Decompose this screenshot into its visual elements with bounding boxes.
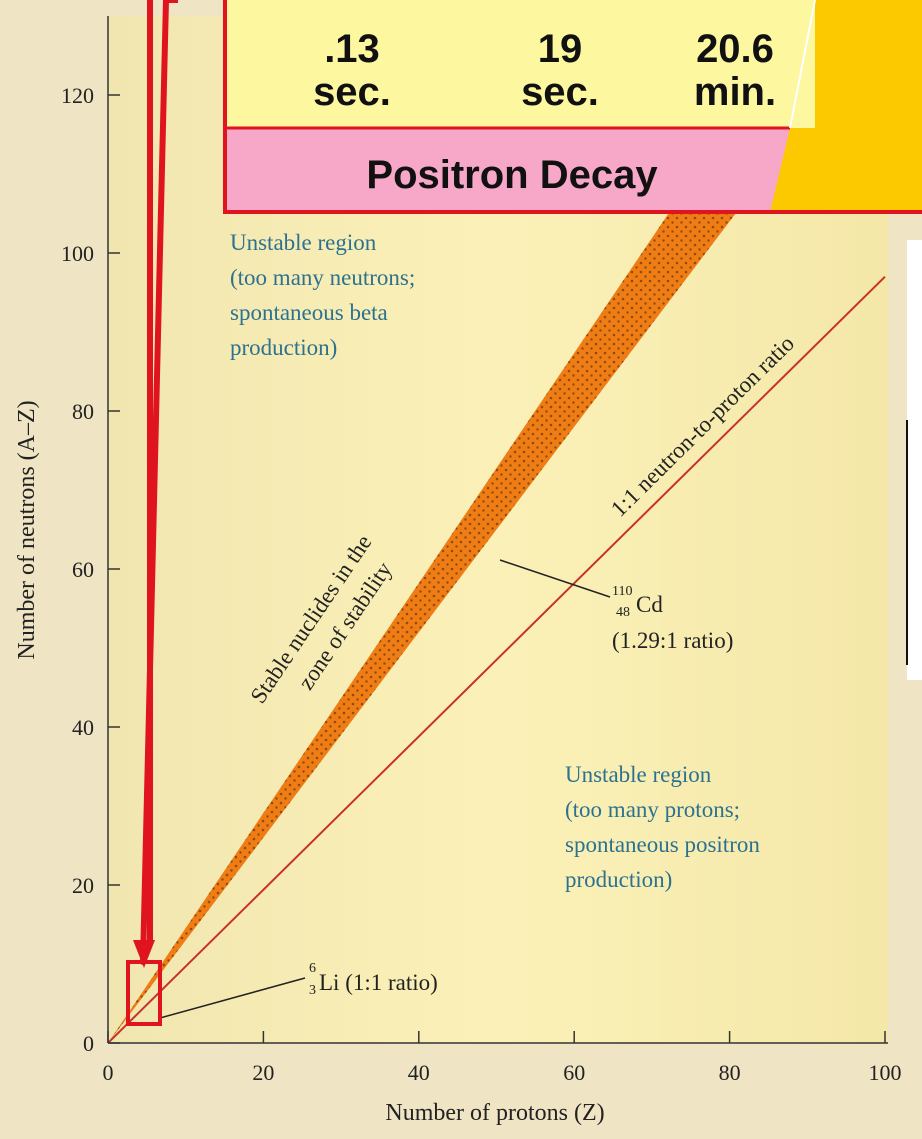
decay-box [225,128,790,212]
time-unit: sec. [521,70,599,114]
li-symbol: Li [319,970,339,995]
cd-note: (1.29:1 ratio) [612,628,733,653]
overlay-edge [789,0,816,129]
note-line: (too many protons; [565,797,740,822]
proton-region-note: Unstable region (too many protons; spont… [565,762,760,892]
cd-leader [499,559,611,598]
li-atomic: 3 [309,983,316,998]
note-line: (too many neutrons; [230,265,415,290]
li-leader [159,977,306,1019]
x-tick-label: 100 [869,1060,902,1085]
cd-atomic: 48 [616,605,630,620]
cd-symbol: Cd [636,592,663,617]
axes: 0 20 40 60 80 100 0 20 40 60 80 100 120 [61,83,902,1085]
note-line: Unstable region [230,230,377,255]
time-value: 19 [538,27,583,71]
time-unit: sec. [313,70,391,114]
li-mass: 6 [309,961,316,976]
overlay-border [223,0,922,214]
side-panel [907,240,922,680]
li-label: Li (1:1 ratio) [319,970,438,995]
note-line: production) [565,867,672,892]
note-line: spontaneous positron [565,832,760,857]
y-tick-label: 80 [72,399,94,424]
note-line: spontaneous beta [230,300,388,325]
time-value: 20.6 [696,27,774,71]
x-tick-label: 60 [563,1060,585,1085]
y-tick-label: 0 [83,1031,94,1056]
times: .13 sec. 19 sec. 20.6 min. [313,27,776,114]
arrow-head [133,940,155,968]
time-value: .13 [324,27,380,71]
cd-mass: 110 [612,584,632,599]
series-line [108,275,886,1043]
y-tick-label: 20 [72,873,94,898]
time-box [225,0,815,128]
note-line: production) [230,335,337,360]
decay-label: Positron Decay [366,153,658,197]
y-tick-label: 60 [72,557,94,582]
y-axis-label: Number of neutrons (A–Z) [14,400,40,659]
nuclide-dots [108,16,808,1043]
time-unit: min. [694,70,776,114]
x-tick-label: 20 [252,1060,274,1085]
li-note: (1:1 ratio) [345,970,438,995]
y-tick-label: 120 [61,83,94,108]
neutron-region-note: Unstable region (too many neutrons; spon… [230,230,415,360]
y-tick-label: 40 [72,715,94,740]
y-tick-label: 100 [61,241,94,266]
note-line: Unstable region [565,762,712,787]
x-tick-label: 40 [408,1060,430,1085]
x-tick-label: 0 [103,1060,114,1085]
x-axis-label: Number of protons (Z) [385,1100,604,1126]
x-tick-label: 80 [719,1060,741,1085]
plot-area [108,16,886,1043]
